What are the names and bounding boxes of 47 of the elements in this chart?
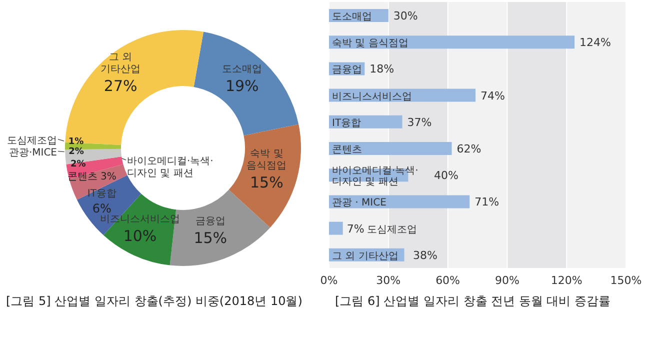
slice-label: 숙박 및 음식점업: [246, 148, 287, 172]
slice-label: 콘텐츠: [67, 171, 98, 182]
data-label: 19%: [225, 77, 259, 96]
data-label: 30%: [393, 10, 418, 22]
slice-label: 금융업: [195, 216, 226, 228]
x-tick-label: 120%: [550, 274, 582, 287]
data-label: 38%: [413, 248, 438, 262]
y-tick-label: 콘텐츠: [332, 144, 362, 156]
data-label: 15%: [250, 173, 284, 192]
y-tick-label: IT융합: [332, 118, 362, 129]
y-tick-label: 도소매업: [332, 12, 372, 22]
data-label: 124%: [580, 36, 611, 50]
data-label: 71%: [474, 196, 500, 209]
data-label: 2%: [68, 146, 84, 157]
text: [그림 5] 산업별 일자리 창출(추정) 비중(2018년 10월): [6, 293, 302, 310]
x-tick-label: 0%: [320, 274, 338, 287]
slice-label: 그 외 기타산업: [100, 52, 141, 76]
data-label: 62%: [456, 142, 482, 156]
data-label: 37%: [407, 116, 432, 129]
data-label: 40%: [434, 169, 458, 182]
slice-label: 바이오메디컬·녹색·디자인 및 패션: [127, 156, 214, 179]
x-tick-label: 30%: [376, 274, 401, 287]
data-label: 7%: [346, 222, 364, 236]
x-tick-label: 150%: [610, 274, 642, 287]
data-label: 27%: [104, 77, 138, 96]
y-tick-label: 관광 · MICE: [332, 198, 386, 209]
y-tick-label: 비즈니스서비스업: [332, 91, 412, 102]
x-tick-label: 60%: [436, 274, 460, 287]
y-tick-label: 숙박 및 음식점업: [332, 38, 408, 50]
slice-label: IT융합: [87, 188, 116, 200]
data-label: 1%: [68, 137, 84, 148]
x-tick-label: 90%: [494, 274, 520, 287]
y-tick-label: 금융업: [332, 64, 362, 76]
text: [그림 6] 산업별 일자리 창출 전년 동월 대비 증감률: [335, 293, 611, 310]
data-label: 10%: [123, 226, 157, 245]
y-tick-label: 그 외 기타산업: [332, 250, 398, 262]
data-label: 3%: [100, 171, 116, 182]
slice-label: 도심제조업: [7, 135, 57, 146]
data-label: 18%: [370, 62, 394, 76]
y-tick-label: 도심제조업: [366, 224, 417, 236]
slice-label: 도소매업: [222, 64, 262, 76]
data-label: 2%: [70, 160, 86, 170]
data-label: 6%: [92, 201, 112, 216]
data-label: 74%: [480, 89, 505, 102]
slice-label: 관광·MICE: [8, 147, 57, 158]
y-tick-label: 바이오메디컬·녹색·디자인 및 패션: [332, 166, 418, 188]
data-label: 15%: [194, 229, 228, 248]
